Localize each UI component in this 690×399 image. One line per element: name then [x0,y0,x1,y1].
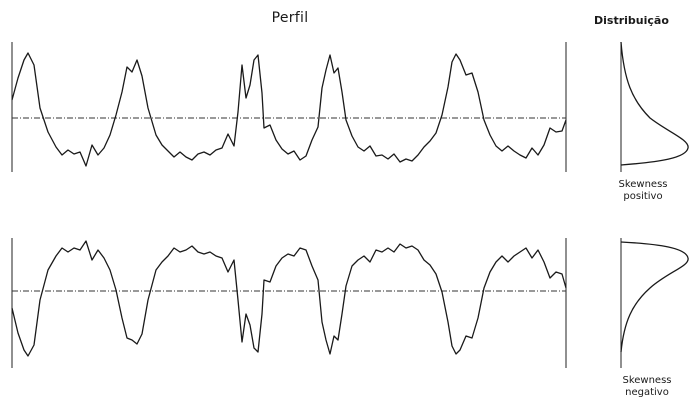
caption-positive: Skewness positivo [603,179,683,203]
negative-skew-profile [11,238,567,368]
positive-skew-distribution [620,41,689,172]
distribution-title: Distribuição [594,14,669,27]
caption-negative: Skewness negativo [607,375,687,399]
negative-skew-distribution [620,238,689,368]
profile-line-negative [11,240,567,357]
positive-skew-profile [11,42,567,172]
caption-positive-line2: positivo [623,191,663,202]
profile-title: Perfil [271,10,309,26]
caption-positive-line1: Skewness [618,179,668,190]
profile-line-positive [11,52,567,167]
caption-negative-line1: Skewness [622,375,672,386]
distribution-curve-positive [620,41,689,166]
caption-negative-line2: negativo [625,387,669,398]
distribution-curve-negative [620,241,689,353]
